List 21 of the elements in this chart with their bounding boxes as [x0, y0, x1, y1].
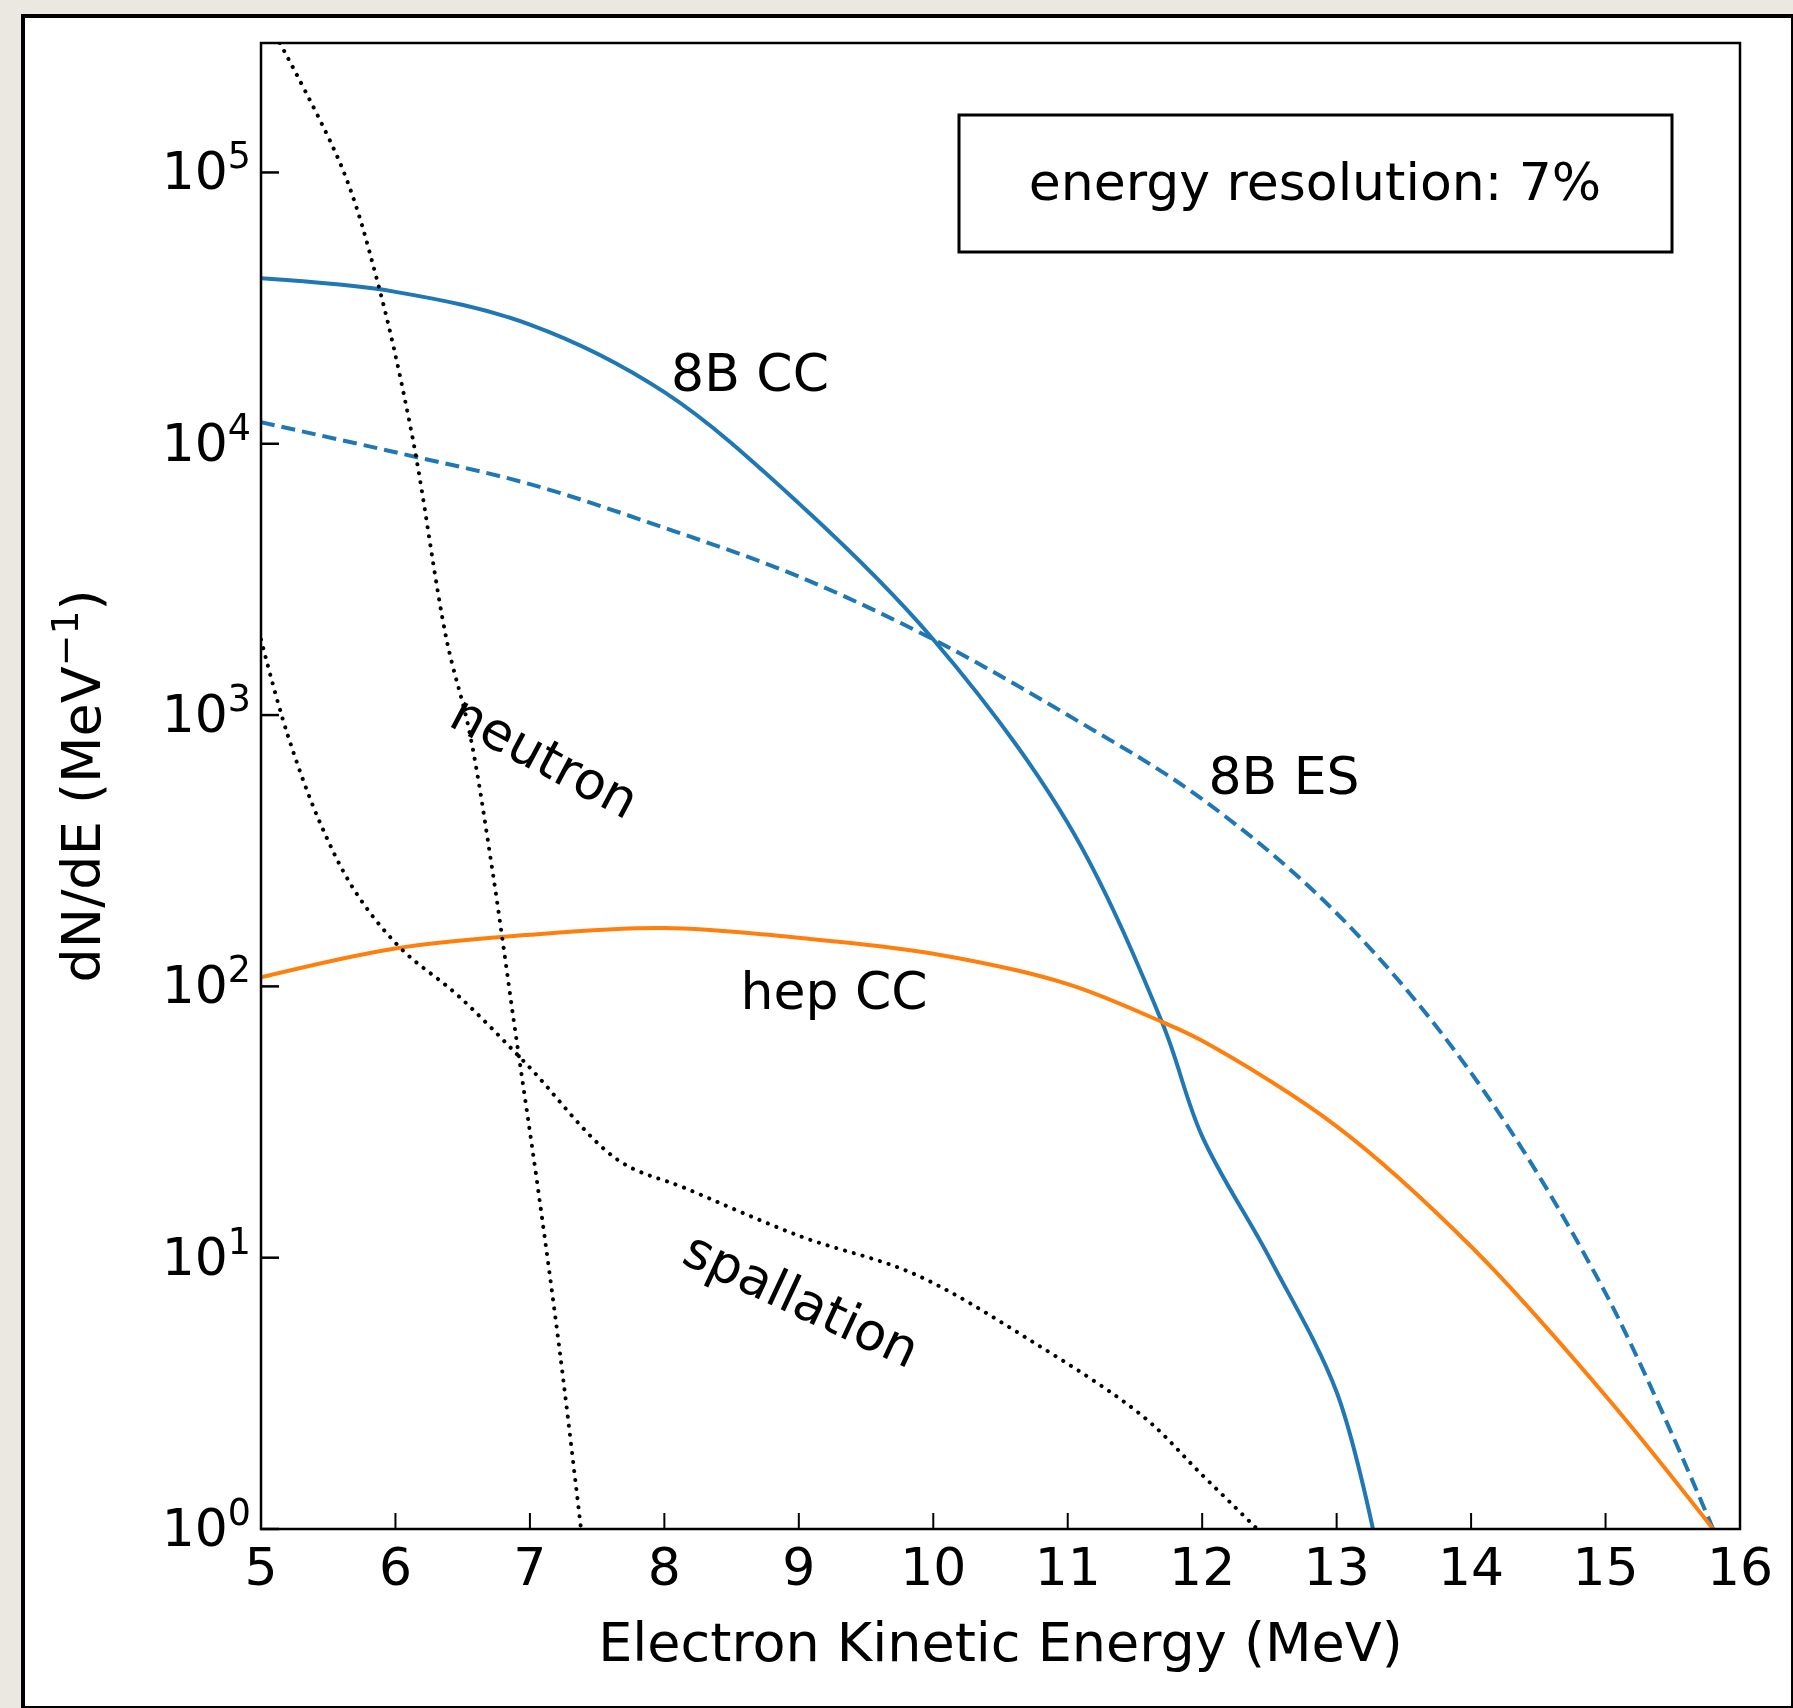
x-tick-label: 10 — [900, 1537, 967, 1597]
x-tick-label: 12 — [1169, 1537, 1236, 1597]
series-label: hep CC — [740, 961, 928, 1021]
x-tick-label: 6 — [378, 1537, 412, 1597]
y-tick-label: 10$^{1}$ — [161, 1219, 251, 1287]
series-label: 8B ES — [1208, 746, 1360, 806]
x-tick-label: 9 — [782, 1537, 816, 1597]
x-tick-label: 11 — [1034, 1537, 1101, 1597]
y-tick-label: 10$^{2}$ — [161, 947, 251, 1016]
x-axis-title: Electron Kinetic Energy (MeV) — [598, 1611, 1403, 1674]
annotation: energy resolution: 7% — [1028, 152, 1602, 212]
x-tick-label: 13 — [1303, 1537, 1370, 1597]
x-tick-label: 14 — [1438, 1537, 1505, 1597]
y-tick-label: 10$^{4}$ — [161, 405, 251, 473]
x-tick-label: 7 — [513, 1537, 547, 1597]
y-tick-label: 10$^{5}$ — [161, 133, 251, 202]
x-tick-label: 16 — [1706, 1537, 1774, 1597]
x-tick-label: 8 — [647, 1537, 681, 1597]
x-tick-label: 15 — [1572, 1537, 1639, 1597]
series-label: 8B CC — [671, 343, 829, 403]
y-tick-label: 10$^{3}$ — [161, 676, 251, 745]
